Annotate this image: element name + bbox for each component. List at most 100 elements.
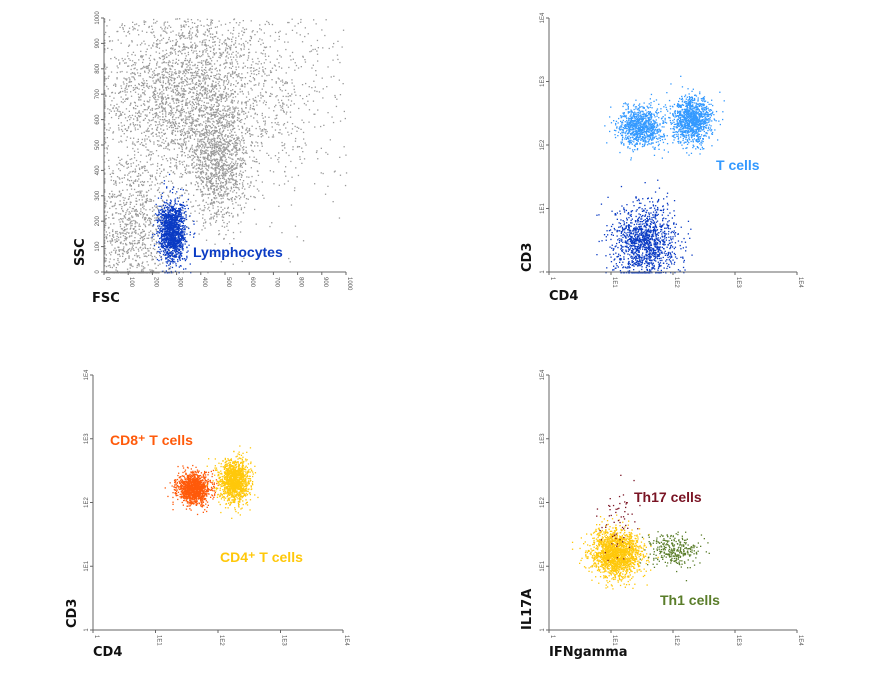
data-point xyxy=(185,117,187,119)
data-point xyxy=(152,91,155,94)
data-point xyxy=(194,152,196,154)
data-point xyxy=(133,231,135,233)
data-point xyxy=(195,150,198,152)
data-point xyxy=(153,141,155,143)
data-point xyxy=(229,47,231,49)
data-point xyxy=(226,120,228,122)
data-point xyxy=(191,154,193,157)
data-point xyxy=(122,272,125,274)
data-point xyxy=(195,46,197,48)
data-point xyxy=(193,132,196,134)
data-point xyxy=(229,157,231,159)
data-point xyxy=(182,32,184,34)
data-point xyxy=(191,79,194,82)
data-point xyxy=(183,72,185,74)
data-point xyxy=(196,35,198,37)
data-point xyxy=(322,88,324,90)
data-point xyxy=(219,52,221,54)
data-point xyxy=(199,109,201,111)
data-point xyxy=(193,86,195,89)
data-point xyxy=(222,127,224,129)
data-point xyxy=(221,159,223,161)
data-point xyxy=(200,152,202,154)
data-point xyxy=(174,85,176,88)
data-point xyxy=(131,76,133,78)
data-point xyxy=(132,89,135,91)
data-point xyxy=(238,73,240,75)
data-point xyxy=(198,83,201,85)
data-point xyxy=(192,113,195,116)
data-point xyxy=(206,18,208,20)
data-point xyxy=(337,40,339,42)
data-point xyxy=(143,65,145,68)
data-point xyxy=(185,63,187,65)
data-point xyxy=(218,128,221,131)
data-point xyxy=(129,118,131,121)
data-point xyxy=(281,133,283,135)
data-point xyxy=(111,239,113,241)
data-point xyxy=(152,71,154,73)
data-point xyxy=(143,40,145,42)
data-point xyxy=(268,136,270,138)
data-point xyxy=(180,134,182,136)
data-point xyxy=(286,104,288,106)
data-point xyxy=(246,116,248,118)
data-point xyxy=(223,252,226,254)
data-point xyxy=(138,75,140,77)
data-point xyxy=(236,76,239,78)
data-point xyxy=(174,134,177,136)
data-point xyxy=(162,200,164,202)
data-point xyxy=(264,53,266,55)
data-point xyxy=(125,62,127,64)
data-point xyxy=(223,168,225,170)
data-point xyxy=(225,182,228,184)
data-point xyxy=(232,51,234,53)
data-point xyxy=(215,183,217,185)
data-point xyxy=(172,126,174,129)
data-point xyxy=(165,111,167,113)
data-point xyxy=(199,161,202,163)
data-point xyxy=(289,55,291,57)
data-point xyxy=(243,31,245,34)
data-point xyxy=(226,44,228,46)
data-point xyxy=(124,230,126,232)
data-point xyxy=(188,92,190,94)
data-point xyxy=(220,198,222,200)
data-point xyxy=(145,272,148,274)
data-point xyxy=(149,184,151,187)
data-point xyxy=(125,272,127,274)
data-point xyxy=(226,186,228,188)
data-point xyxy=(217,146,219,148)
data-point xyxy=(145,252,147,254)
data-point xyxy=(262,117,264,119)
data-point xyxy=(138,194,141,196)
data-point xyxy=(225,92,228,94)
data-point xyxy=(211,153,213,155)
data-point xyxy=(204,87,206,89)
data-point xyxy=(127,178,129,180)
data-point xyxy=(271,93,273,95)
data-point xyxy=(236,149,238,152)
data-point xyxy=(232,108,234,110)
data-point xyxy=(142,82,144,84)
data-point xyxy=(239,157,242,159)
data-point xyxy=(227,207,229,210)
data-point xyxy=(221,202,223,204)
data-point xyxy=(226,211,229,213)
data-point xyxy=(231,166,234,168)
data-point xyxy=(149,247,151,249)
data-point xyxy=(238,35,240,37)
data-point xyxy=(135,124,137,126)
data-point xyxy=(162,70,164,72)
data-point xyxy=(196,98,199,100)
data-point xyxy=(227,110,229,112)
data-point xyxy=(198,159,201,161)
data-point xyxy=(263,85,265,87)
data-point xyxy=(156,40,158,42)
data-point xyxy=(243,48,245,50)
data-point xyxy=(216,110,218,112)
data-point xyxy=(204,41,206,43)
data-point xyxy=(177,105,179,107)
data-point xyxy=(301,162,303,164)
data-point xyxy=(143,20,145,22)
